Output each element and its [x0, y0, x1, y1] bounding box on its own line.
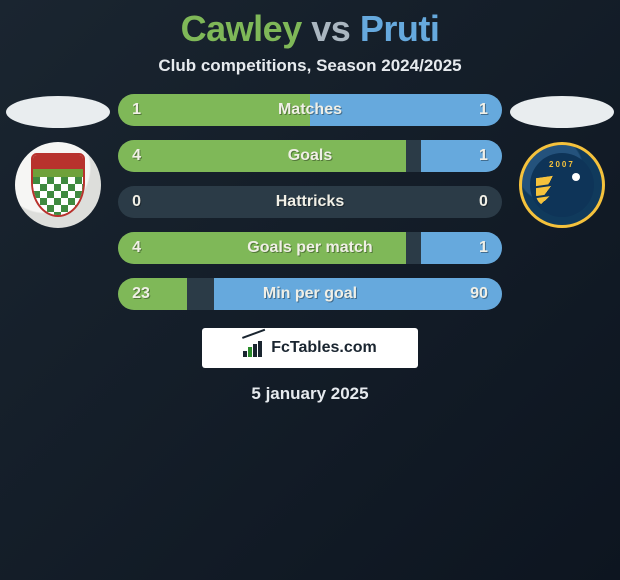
player2-name: Pruti: [360, 8, 440, 49]
shield-icon: [31, 153, 85, 217]
bar-right-fill: [421, 140, 502, 172]
brand-box: FcTables.com: [202, 328, 418, 368]
stat-label: Hattricks: [276, 193, 344, 211]
stat-right-value: 1: [479, 147, 488, 165]
comparison-main: 1 1 Matches 4 1 Goals 0 0 Hattricks 4 1 Goals per m…: [0, 94, 620, 310]
left-side: [6, 94, 110, 228]
right-side: 2007: [510, 94, 614, 228]
bar-right-fill: [421, 232, 502, 264]
stat-row: 0 0 Hattricks: [118, 186, 502, 218]
subtitle: Club competitions, Season 2024/2025: [0, 56, 620, 76]
player1-name: Cawley: [181, 8, 302, 49]
vs-separator: vs: [311, 8, 350, 49]
stats-bars: 1 1 Matches 4 1 Goals 0 0 Hattricks 4 1 Goals per m…: [118, 94, 502, 310]
stat-label: Matches: [278, 101, 342, 119]
stat-left-value: 0: [132, 193, 141, 211]
brand-chart-icon: [243, 339, 265, 357]
player1-club-badge: [15, 142, 101, 228]
stat-label: Goals: [288, 147, 332, 165]
stat-right-value: 1: [479, 239, 488, 257]
stat-row: 4 1 Goals per match: [118, 232, 502, 264]
player1-avatar: [6, 96, 110, 128]
stat-right-value: 90: [470, 285, 488, 303]
bar-left-fill: [118, 140, 406, 172]
stat-row: 1 1 Matches: [118, 94, 502, 126]
brand-text: FcTables.com: [271, 339, 377, 357]
stat-left-value: 1: [132, 101, 141, 119]
player2-avatar: [510, 96, 614, 128]
bar-left-fill: [118, 278, 187, 310]
stat-left-value: 4: [132, 239, 141, 257]
stat-left-value: 23: [132, 285, 150, 303]
wing-icon: 2007: [530, 153, 594, 217]
stat-left-value: 4: [132, 147, 141, 165]
comparison-title: Cawley vs Pruti: [0, 8, 620, 50]
stat-right-value: 0: [479, 193, 488, 211]
stat-row: 4 1 Goals: [118, 140, 502, 172]
stat-row: 23 90 Min per goal: [118, 278, 502, 310]
bar-right-fill: [214, 278, 502, 310]
stat-label: Goals per match: [247, 239, 372, 257]
player2-club-badge: 2007: [519, 142, 605, 228]
stat-right-value: 1: [479, 101, 488, 119]
snapshot-date: 5 january 2025: [0, 384, 620, 404]
stat-label: Min per goal: [263, 285, 357, 303]
